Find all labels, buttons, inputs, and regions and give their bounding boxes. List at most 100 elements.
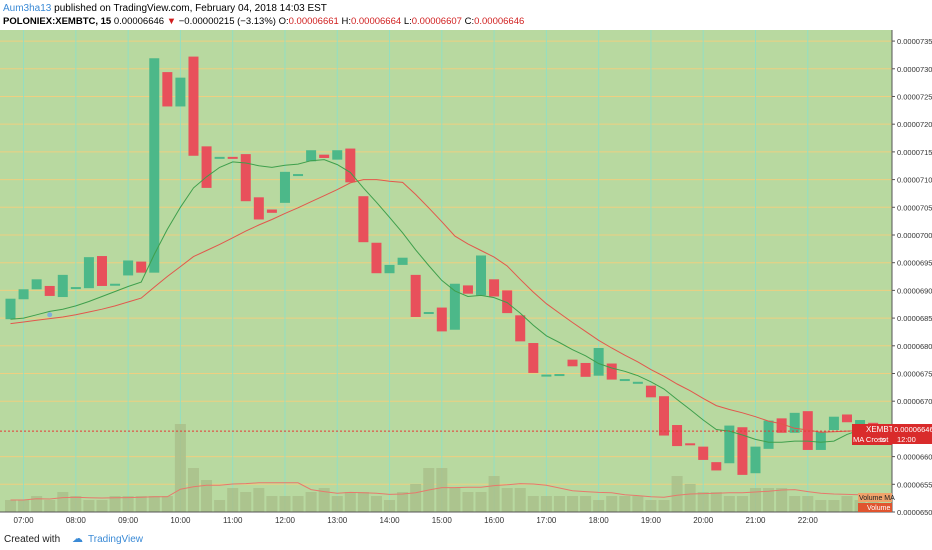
volume-bar <box>776 488 788 512</box>
volume-bar <box>527 496 539 512</box>
candle-body <box>44 285 55 296</box>
volume-bar <box>240 492 252 512</box>
volume-bar <box>436 468 448 512</box>
volume-bar <box>384 500 396 512</box>
x-tick-label: 10:00 <box>170 516 191 525</box>
x-tick-label: 13:00 <box>327 516 348 525</box>
candle-body <box>293 174 304 177</box>
ma-slow-line <box>10 179 874 433</box>
ma-cross-label: MA Cross <box>853 435 886 444</box>
volume-bar <box>331 496 343 512</box>
volume-bar <box>410 484 422 512</box>
published-text: published on TradingView.com, February 0… <box>54 3 327 14</box>
x-tick-label: 21:00 <box>745 516 766 525</box>
volume-bar <box>763 488 775 512</box>
x-tick-label: 14:00 <box>380 516 401 525</box>
candle-body <box>162 72 173 107</box>
candle-body <box>96 256 107 286</box>
volume-ma-line <box>10 482 874 501</box>
high-label: H: <box>341 16 351 27</box>
x-tick-label: 16:00 <box>484 516 505 525</box>
open-label: O: <box>278 16 289 27</box>
candle-body <box>580 362 591 377</box>
candle-body <box>123 260 134 276</box>
candle-body <box>750 446 761 474</box>
candle-body <box>855 420 866 425</box>
close-value: 0.00006646 <box>474 16 525 27</box>
candle-body <box>449 283 460 330</box>
chart-header: Aum3ha13 published on TradingView.com, F… <box>0 0 932 30</box>
volume-bar <box>697 492 709 512</box>
candle-body <box>70 287 81 290</box>
candle-body <box>802 411 813 450</box>
candle-body <box>319 154 330 158</box>
volume-bar <box>397 492 409 512</box>
candle-body <box>149 58 160 273</box>
x-tick-label: 15:00 <box>432 516 453 525</box>
volume-bar <box>344 492 356 512</box>
volume-bar <box>174 424 186 512</box>
tradingview-brand[interactable]: TradingView <box>88 534 144 545</box>
volume-bar <box>553 496 565 512</box>
candle-body <box>462 285 473 294</box>
candle-body <box>5 298 16 320</box>
candle-body <box>659 396 669 436</box>
candle-body <box>502 290 513 314</box>
volume-bar <box>567 496 579 512</box>
ma-cross-bg <box>852 435 892 445</box>
volume-bar <box>593 500 605 512</box>
volume-bar <box>684 484 696 512</box>
volume-bar <box>292 496 304 512</box>
x-tick-label: 09:00 <box>118 516 139 525</box>
x-tick-label: 22:00 <box>798 516 819 525</box>
candle-body <box>763 420 774 449</box>
author-link[interactable]: Aum3ha13 <box>3 3 52 14</box>
time-axis[interactable]: 07:00 08:00 09:00 10:00 11:00 12:00 13:00 14:00… <box>0 511 892 525</box>
candle-body <box>266 209 277 213</box>
high-value: 0.00006664 <box>350 16 402 27</box>
volume-bar <box>109 496 121 512</box>
candle-body <box>110 283 121 286</box>
symbol-name: POLONIEX:XEMBTC, 15 <box>3 16 112 27</box>
symbol-line: POLONIEX:XEMBTC, 15 0.00006646 ▼ −0.0000… <box>3 16 524 27</box>
volume-bar <box>96 500 108 512</box>
candle-body <box>423 311 434 314</box>
volume-bar <box>357 492 369 512</box>
candle-body <box>528 343 539 373</box>
volume-bar <box>632 496 644 512</box>
volume-bar <box>5 500 16 512</box>
x-tick-label: 12:00 <box>275 516 296 525</box>
cross-marker <box>47 312 53 318</box>
volume-bar <box>161 496 173 512</box>
volume-bar <box>18 500 30 512</box>
volume-bar <box>723 496 735 512</box>
candle-body <box>776 418 787 433</box>
candle-body <box>828 416 839 431</box>
volume-bar <box>658 500 670 512</box>
volume-bar <box>253 488 265 512</box>
candle-body <box>737 427 748 475</box>
x-tick-label: 17:00 <box>536 516 557 525</box>
symbol-badge: XEMBTC <box>866 425 900 434</box>
x-tick-label: 07:00 <box>14 516 35 525</box>
candle-body <box>175 77 186 107</box>
x-tick-label: 20:00 <box>693 516 714 525</box>
volume-bar <box>57 492 69 512</box>
volume-bar <box>475 492 487 512</box>
symbol-badge-bg <box>852 424 892 435</box>
low-label: L: <box>403 16 412 27</box>
candle-body <box>645 385 656 398</box>
volume-bar <box>802 496 814 512</box>
volume-bar <box>266 496 278 512</box>
volume-bar <box>815 500 827 512</box>
